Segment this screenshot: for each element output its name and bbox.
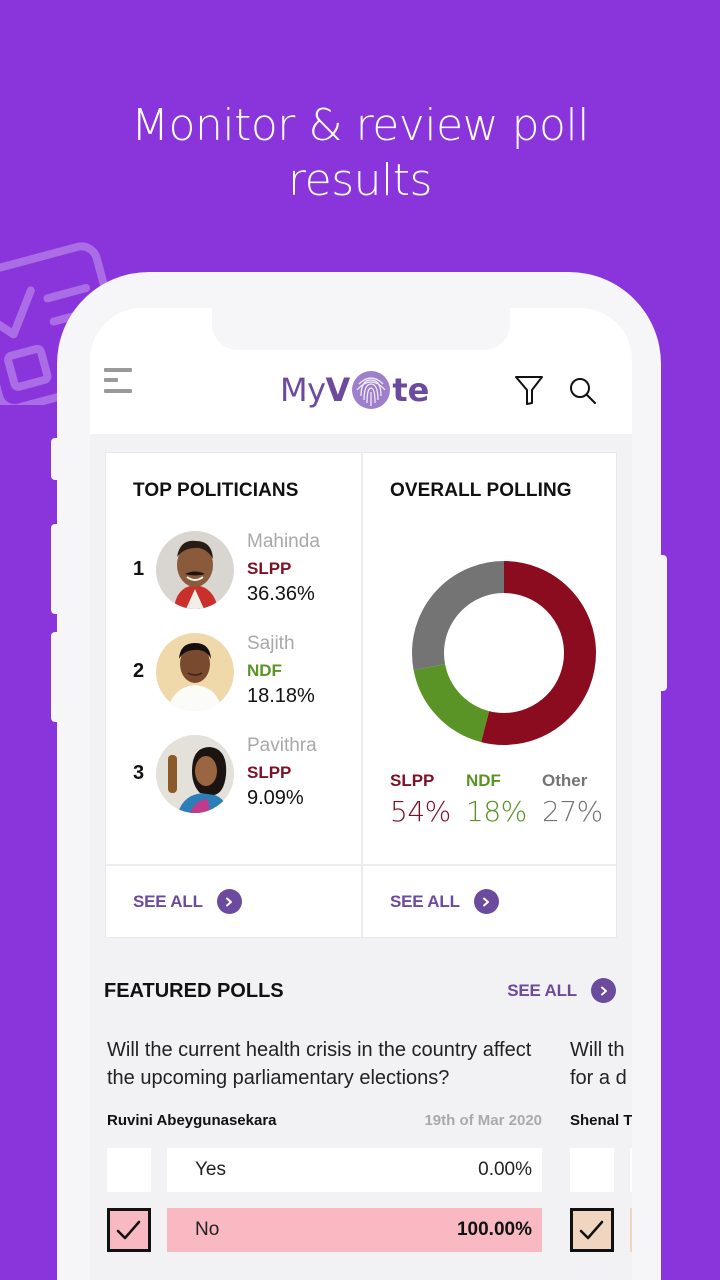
chevron-right-icon [473, 889, 499, 914]
top-politicians-title: TOP POLITICIANS [133, 480, 299, 501]
top-politicians-see-all-button[interactable]: SEE ALL [106, 864, 361, 937]
myvote-logo: My V te [280, 371, 430, 409]
summary-cards: TOP POLITICIANS 1 Mahinda SLPP [105, 452, 617, 938]
politician-party: NDF [247, 661, 282, 680]
search-icon[interactable] [568, 376, 598, 406]
poll-meta: Ruvini Abeygunasekara 19th of Mar 2020 [107, 1112, 542, 1129]
fingerprint-icon [352, 371, 391, 409]
politician-party: SLPP [247, 763, 292, 782]
option-bar[interactable]: Yes 0.00% [167, 1148, 542, 1192]
option-percent: 0.00% [478, 1159, 532, 1180]
overall-polling-see-all-button[interactable]: SEE ALL [363, 864, 616, 937]
poll-meta: Shenal T [570, 1112, 632, 1129]
option-bar[interactable]: No 100.00% [167, 1208, 542, 1252]
top-politicians-card: TOP POLITICIANS 1 Mahinda SLPP [106, 453, 361, 937]
featured-polls-header: FEATURED POLLS SEE ALL [104, 978, 616, 1008]
headline-line-2: results [288, 155, 432, 206]
poll-author: Shenal T [570, 1112, 632, 1129]
politician-name: Mahinda [247, 531, 320, 552]
politician-avatar [156, 633, 234, 711]
politician-row[interactable]: 1 Mahinda SLPP 36.36% [133, 531, 353, 611]
politician-rank: 3 [133, 762, 145, 784]
option-label: No [195, 1219, 220, 1240]
hamburger-menu-icon[interactable] [104, 368, 132, 396]
chevron-right-icon [216, 889, 242, 914]
option-label: Yes [195, 1159, 226, 1180]
politician-percent: 18.18% [247, 685, 315, 707]
phone-power-button [657, 555, 667, 691]
phone-notch [212, 308, 510, 350]
option-checkbox[interactable] [570, 1148, 614, 1192]
overall-polling-title: OVERALL POLLING [390, 480, 572, 501]
poll-question: Will th for a d [570, 1039, 627, 1089]
see-all-label: SEE ALL [390, 891, 460, 911]
poll-card-partial: Will th for a d Shenal T [570, 1036, 632, 1252]
politician-name: Pavithra [247, 735, 317, 756]
featured-polls-title: FEATURED POLLS [104, 980, 284, 1002]
option-checkbox-checked[interactable] [570, 1208, 614, 1252]
phone-volume-up [51, 524, 61, 614]
politician-avatar [156, 735, 234, 813]
poll-option-no[interactable]: No 100.00% [107, 1208, 542, 1252]
politician-party: SLPP [247, 559, 292, 578]
option-bar[interactable] [630, 1208, 632, 1252]
phone-side-button [51, 438, 61, 480]
checkmark-icon [116, 1220, 141, 1240]
legend-item-slpp: SLPP 54% [390, 771, 451, 828]
poll-card: Will the current health crisis in the co… [107, 1036, 542, 1252]
app-header: My V te [90, 308, 632, 434]
politician-avatar [156, 531, 234, 609]
page-headline: Monitor & review poll results [0, 98, 720, 208]
poll-author: Ruvini Abeygunasekara [107, 1112, 277, 1129]
headline-line-1: Monitor & review poll [131, 100, 589, 151]
featured-polls-see-all-button[interactable]: SEE ALL [507, 978, 616, 1003]
poll-option-yes[interactable]: Yes 0.00% [107, 1148, 542, 1192]
politician-percent: 9.09% [247, 787, 304, 809]
option-percent: 100.00% [456, 1219, 532, 1240]
see-all-label: SEE ALL [133, 891, 203, 911]
app-screen: My V te TOP POLIT [90, 308, 632, 1280]
legend-item-other: Other 27% [542, 771, 603, 828]
poll-question: Will the current health crisis in the co… [107, 1039, 532, 1089]
option-bar[interactable] [630, 1148, 632, 1192]
poll-date: 19th of Mar 2020 [424, 1112, 542, 1129]
overall-polling-card: OVERALL POLLING SLPP 54% NDF 18% [361, 453, 616, 937]
chevron-right-icon [591, 978, 616, 1003]
politician-row[interactable]: 3 Pavithra SLPP 9.09% [133, 735, 353, 815]
politician-row[interactable]: 2 Sajith NDF 18.18% [133, 633, 353, 713]
legend-item-ndf: NDF 18% [466, 771, 527, 828]
polling-donut-chart [412, 561, 596, 745]
poll-option[interactable] [570, 1208, 632, 1252]
phone-volume-down [51, 632, 61, 722]
filter-funnel-icon[interactable] [514, 374, 544, 406]
poll-option[interactable] [570, 1148, 632, 1192]
option-checkbox[interactable] [107, 1148, 151, 1192]
checkmark-icon [579, 1220, 604, 1240]
politician-rank: 2 [133, 660, 145, 682]
politician-rank: 1 [133, 558, 145, 580]
see-all-label: SEE ALL [507, 980, 577, 1000]
politician-percent: 36.36% [247, 583, 315, 605]
politician-name: Sajith [247, 633, 295, 654]
option-checkbox-checked[interactable] [107, 1208, 151, 1252]
